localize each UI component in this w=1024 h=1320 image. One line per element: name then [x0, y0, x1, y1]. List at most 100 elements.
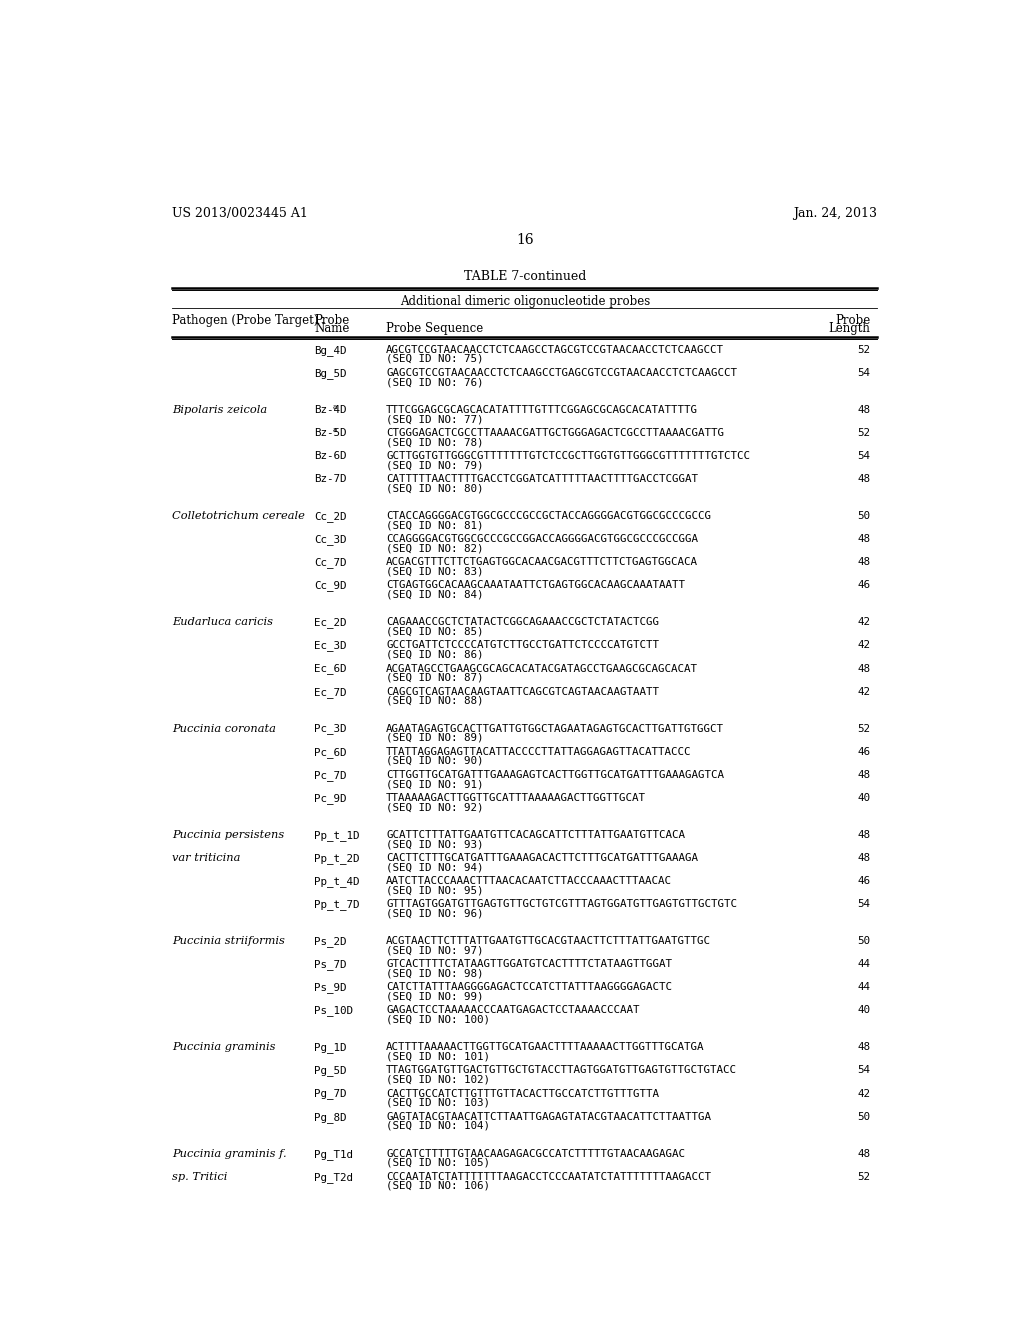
Text: Cc_2D: Cc_2D [314, 511, 346, 521]
Text: 48: 48 [857, 557, 870, 568]
Text: Cc_7D: Cc_7D [314, 557, 346, 568]
Text: 52: 52 [857, 345, 870, 355]
Text: Pg_T1d: Pg_T1d [314, 1148, 353, 1159]
Text: (SEQ ID NO: 82): (SEQ ID NO: 82) [386, 544, 483, 553]
Text: Pc_9D: Pc_9D [314, 793, 346, 804]
Text: 40: 40 [857, 793, 870, 803]
Text: (SEQ ID NO: 77): (SEQ ID NO: 77) [386, 414, 483, 424]
Text: Ps_2D: Ps_2D [314, 936, 346, 946]
Text: CTGAGTGGCACAAGCAAATAATTCTGAGTGGCACAAGCAAATAATT: CTGAGTGGCACAAGCAAATAATTCTGAGTGGCACAAGCAA… [386, 581, 685, 590]
Text: 54: 54 [857, 368, 870, 378]
Text: Puccinia graminis: Puccinia graminis [172, 1043, 275, 1052]
Text: 48: 48 [857, 535, 870, 544]
Text: Probe Sequence: Probe Sequence [386, 322, 483, 335]
Text: US 2013/0023445 A1: US 2013/0023445 A1 [172, 207, 308, 220]
Text: 44: 44 [857, 982, 870, 993]
Text: 42: 42 [857, 1089, 870, 1098]
Text: CACTTCTTTGCATGATTTGAAAGACACTTCTTTGCATGATTTGAAAGA: CACTTCTTTGCATGATTTGAAAGACACTTCTTTGCATGAT… [386, 853, 698, 863]
Text: Ec_7D: Ec_7D [314, 686, 346, 697]
Text: (SEQ ID NO: 106): (SEQ ID NO: 106) [386, 1181, 490, 1191]
Text: 54: 54 [857, 899, 870, 909]
Text: a: a [333, 404, 337, 412]
Text: (SEQ ID NO: 89): (SEQ ID NO: 89) [386, 733, 483, 743]
Text: TTAGTGGATGTTGACTGTTGCTGTACCTTAGTGGATGTTGAGTGTTGCTGTACC: TTAGTGGATGTTGACTGTTGCTGTACCTTAGTGGATGTTG… [386, 1065, 737, 1076]
Text: 48: 48 [857, 853, 870, 863]
Text: Name: Name [314, 322, 349, 335]
Text: TTATTAGGAGAGTTACATTACCCCTTATTAGGAGAGTTACATTACCC: TTATTAGGAGAGTTACATTACCCCTTATTAGGAGAGTTAC… [386, 747, 691, 756]
Text: TTAAAAAGACTTGGTTGCATTTAAAAAGACTTGGTTGCAT: TTAAAAAGACTTGGTTGCATTTAAAAAGACTTGGTTGCAT [386, 793, 646, 803]
Text: Pp_t_4D: Pp_t_4D [314, 876, 359, 887]
Text: GAGTATACGTAACATTCTTAATTGAGAGTATACGTAACATTCTTAATTGA: GAGTATACGTAACATTCTTAATTGAGAGTATACGTAACAT… [386, 1111, 711, 1122]
Text: 46: 46 [857, 581, 870, 590]
Text: Pp_t_1D: Pp_t_1D [314, 830, 359, 841]
Text: 52: 52 [857, 723, 870, 734]
Text: 50: 50 [857, 936, 870, 946]
Text: TABLE 7-continued: TABLE 7-continued [464, 271, 586, 282]
Text: a: a [333, 426, 337, 434]
Text: (SEQ ID NO: 105): (SEQ ID NO: 105) [386, 1158, 490, 1168]
Text: Pc_7D: Pc_7D [314, 770, 346, 780]
Text: Bz-7D: Bz-7D [314, 474, 346, 484]
Text: Pc_3D: Pc_3D [314, 723, 346, 734]
Text: GTCACTTTTCTATAAGTTGGATGTCACTTTTCTATAAGTTGGAT: GTCACTTTTCTATAAGTTGGATGTCACTTTTCTATAAGTT… [386, 960, 672, 969]
Text: AATCTTACCCAAACTTTAACACAATCTTACCCAAACTTTAACAC: AATCTTACCCAAACTTTAACACAATCTTACCCAAACTTTA… [386, 876, 672, 886]
Text: (SEQ ID NO: 97): (SEQ ID NO: 97) [386, 945, 483, 956]
Text: (SEQ ID NO: 80): (SEQ ID NO: 80) [386, 483, 483, 494]
Text: (SEQ ID NO: 79): (SEQ ID NO: 79) [386, 461, 483, 470]
Text: GCCTGATTCTCCCCATGTCTTGCCTGATTCTCCCCATGTCTT: GCCTGATTCTCCCCATGTCTTGCCTGATTCTCCCCATGTC… [386, 640, 659, 651]
Text: Ps_7D: Ps_7D [314, 960, 346, 970]
Text: Pg_8D: Pg_8D [314, 1111, 346, 1122]
Text: Ec_3D: Ec_3D [314, 640, 346, 651]
Text: CTGGGAGACTCGCCTTAAAACGATTGCTGGGAGACTCGCCTTAAAACGATTG: CTGGGAGACTCGCCTTAAAACGATTGCTGGGAGACTCGCC… [386, 428, 724, 438]
Text: (SEQ ID NO: 98): (SEQ ID NO: 98) [386, 969, 483, 978]
Text: 46: 46 [857, 747, 870, 756]
Text: GCTTGGTGTTGGGCGTTTTTTTGTCTCCGCTTGGTGTTGGGCGTTTTTTTGTCTCC: GCTTGGTGTTGGGCGTTTTTTTGTCTCCGCTTGGTGTTGG… [386, 451, 750, 461]
Text: (SEQ ID NO: 101): (SEQ ID NO: 101) [386, 1052, 490, 1061]
Text: Cc_9D: Cc_9D [314, 581, 346, 591]
Text: Puccinia coronata: Puccinia coronata [172, 723, 276, 734]
Text: CAGCGTCAGTAACAAGTAATTCAGCGTCAGTAACAAGTAATT: CAGCGTCAGTAACAAGTAATTCAGCGTCAGTAACAAGTAA… [386, 686, 659, 697]
Text: ACGACGTTTCTTCTGAGTGGCACAACGACGTTTCTTCTGAGTGGCACA: ACGACGTTTCTTCTGAGTGGCACAACGACGTTTCTTCTGA… [386, 557, 698, 568]
Text: Bz-6D: Bz-6D [314, 451, 346, 461]
Text: CATCTTATTTAAGGGGAGACTCCATCTTATTTAAGGGGAGACTC: CATCTTATTTAAGGGGAGACTCCATCTTATTTAAGGGGAG… [386, 982, 672, 993]
Text: Ec_6D: Ec_6D [314, 664, 346, 675]
Text: 48: 48 [857, 770, 870, 780]
Text: (SEQ ID NO: 99): (SEQ ID NO: 99) [386, 991, 483, 1002]
Text: (SEQ ID NO: 86): (SEQ ID NO: 86) [386, 649, 483, 660]
Text: (SEQ ID NO: 94): (SEQ ID NO: 94) [386, 862, 483, 873]
Text: (SEQ ID NO: 88): (SEQ ID NO: 88) [386, 696, 483, 706]
Text: Bg_5D: Bg_5D [314, 368, 346, 379]
Text: (SEQ ID NO: 87): (SEQ ID NO: 87) [386, 673, 483, 682]
Text: (SEQ ID NO: 75): (SEQ ID NO: 75) [386, 354, 483, 364]
Text: AGCGTCCGTAACAACCTCTCAAGCCTAGCGTCCGTAACAACCTCTCAAGCCT: AGCGTCCGTAACAACCTCTCAAGCCTAGCGTCCGTAACAA… [386, 345, 724, 355]
Text: Additional dimeric oligonucleotide probes: Additional dimeric oligonucleotide probe… [399, 296, 650, 309]
Text: Pathogen (Probe Target): Pathogen (Probe Target) [172, 314, 318, 327]
Text: (SEQ ID NO: 84): (SEQ ID NO: 84) [386, 590, 483, 599]
Text: (SEQ ID NO: 104): (SEQ ID NO: 104) [386, 1121, 490, 1131]
Text: 50: 50 [857, 511, 870, 521]
Text: Pg_1D: Pg_1D [314, 1043, 346, 1053]
Text: (SEQ ID NO: 76): (SEQ ID NO: 76) [386, 378, 483, 387]
Text: (SEQ ID NO: 91): (SEQ ID NO: 91) [386, 779, 483, 789]
Text: 54: 54 [857, 1065, 870, 1076]
Text: Cc_3D: Cc_3D [314, 535, 346, 545]
Text: 48: 48 [857, 1148, 870, 1159]
Text: AGAATAGAGTGCACTTGATTGTGGCTAGAATAGAGTGCACTTGATTGTGGCT: AGAATAGAGTGCACTTGATTGTGGCTAGAATAGAGTGCAC… [386, 723, 724, 734]
Text: 48: 48 [857, 1043, 870, 1052]
Text: 44: 44 [857, 960, 870, 969]
Text: Probe: Probe [314, 314, 349, 327]
Text: Puccinia persistens: Puccinia persistens [172, 830, 285, 840]
Text: 50: 50 [857, 1111, 870, 1122]
Text: CTACCAGGGGACGTGGCGCCCGCCGCTACCAGGGGACGTGGCGCCCGCCG: CTACCAGGGGACGTGGCGCCCGCCGCTACCAGGGGACGTG… [386, 511, 711, 521]
Text: 54: 54 [857, 451, 870, 461]
Text: (SEQ ID NO: 90): (SEQ ID NO: 90) [386, 756, 483, 766]
Text: ACTTTTAAAAACTTGGTTGCATGAACTTTTAAAAACTTGGTTTGCATGA: ACTTTTAAAAACTTGGTTGCATGAACTTTTAAAAACTTGG… [386, 1043, 705, 1052]
Text: 46: 46 [857, 876, 870, 886]
Text: GCCATCTTTTTGTAACAAGAGACGCCATCTTTTTGTAACAAGAGAC: GCCATCTTTTTGTAACAAGAGACGCCATCTTTTTGTAACA… [386, 1148, 685, 1159]
Text: 52: 52 [857, 428, 870, 438]
Text: CATTTTTAACTTTTGACCTCGGATCATTTTTAACTTTTGACCTCGGAT: CATTTTTAACTTTTGACCTCGGATCATTTTTAACTTTTGA… [386, 474, 698, 484]
Text: GTTTAGTGGATGTTGAGTGTTGCTGTCGTTTAGTGGATGTTGAGTGTTGCTGTC: GTTTAGTGGATGTTGAGTGTTGCTGTCGTTTAGTGGATGT… [386, 899, 737, 909]
Text: CTTGGTTGCATGATTTGAAAGAGTCACTTGGTTGCATGATTTGAAAGAGTCA: CTTGGTTGCATGATTTGAAAGAGTCACTTGGTTGCATGAT… [386, 770, 724, 780]
Text: (SEQ ID NO: 83): (SEQ ID NO: 83) [386, 566, 483, 577]
Text: Pg_5D: Pg_5D [314, 1065, 346, 1076]
